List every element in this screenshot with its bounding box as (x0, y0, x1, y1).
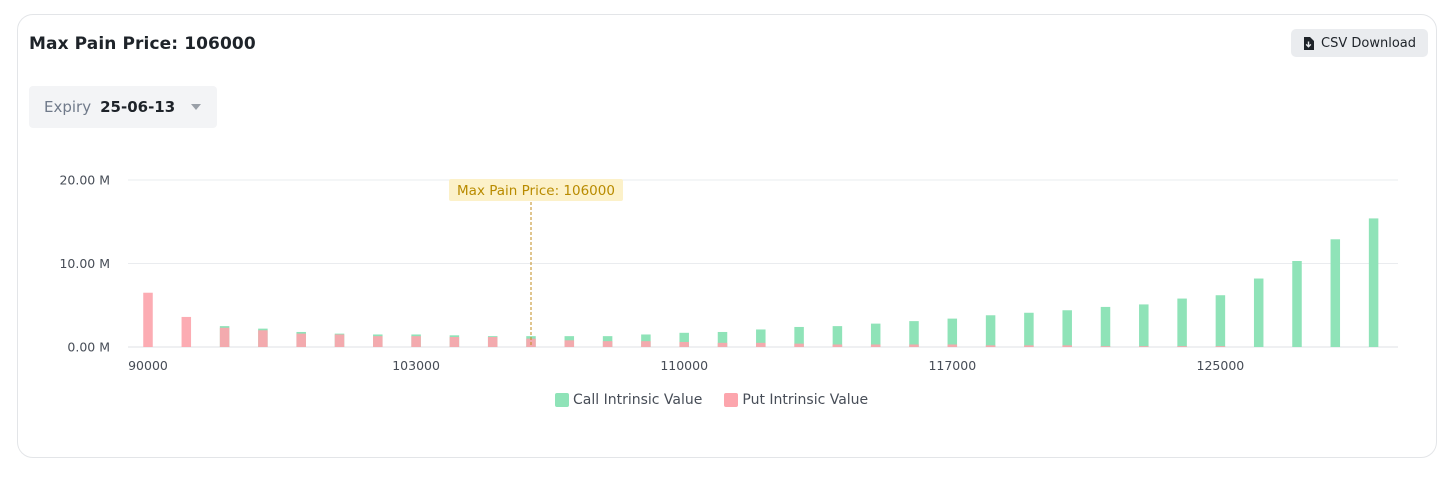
call-bar (1292, 260, 1302, 347)
put-bar (985, 345, 996, 347)
call-bar (1024, 312, 1034, 347)
put-bar (411, 336, 421, 347)
put-bar (794, 343, 804, 347)
put-bar (181, 316, 192, 347)
put-bar (219, 327, 230, 347)
y-tick-label: 10.00 M (59, 256, 110, 271)
call-bar (1177, 298, 1187, 347)
put-bar (373, 336, 383, 347)
put-bar (143, 292, 153, 347)
put-bar (1100, 346, 1111, 347)
put-bar (487, 336, 498, 347)
y-tick-label: 20.00 M (59, 173, 110, 188)
put-bar (564, 340, 575, 347)
legend-label-put: Put Intrinsic Value (742, 392, 869, 408)
call-bar (794, 326, 804, 347)
call-bar (1253, 278, 1264, 347)
put-bar (602, 341, 613, 347)
call-bar (947, 318, 958, 347)
call-bar (1330, 239, 1341, 347)
max-pain-marker-label: Max Pain Price: 106000 (457, 183, 615, 199)
put-bar (756, 342, 766, 347)
put-bar (1024, 345, 1034, 347)
y-tick-label: 0.00 M (67, 340, 110, 355)
x-tick-label: 90000 (128, 358, 168, 373)
x-tick-label: 125000 (1197, 358, 1245, 373)
put-bar (1062, 345, 1072, 347)
call-bar (756, 329, 766, 347)
put-bar (1215, 346, 1226, 347)
call-bar (1100, 306, 1111, 347)
put-bar (679, 341, 689, 347)
call-bar (1215, 295, 1226, 347)
put-bar (870, 344, 881, 347)
put-bar (334, 334, 345, 347)
put-bar (449, 336, 460, 347)
call-bar (717, 331, 728, 347)
chart-card (17, 14, 1437, 458)
call-bar (1368, 218, 1379, 347)
put-bar (717, 342, 728, 347)
call-bar (679, 332, 689, 347)
caret-down-icon (191, 104, 202, 110)
legend-label-call: Call Intrinsic Value (573, 392, 703, 408)
x-tick-label: 103000 (392, 358, 440, 373)
max-pain-marker-box (449, 179, 623, 201)
put-bar (832, 344, 843, 347)
download-file-icon (1303, 36, 1315, 50)
put-bar (1139, 346, 1149, 347)
csv-download-button[interactable]: CSV Download (1291, 29, 1428, 57)
call-bar (870, 323, 881, 347)
x-tick-label: 110000 (660, 358, 708, 373)
expiry-label: Expiry (44, 98, 92, 116)
legend-swatch-call (555, 393, 569, 407)
put-bar (909, 344, 919, 347)
put-bar (1177, 346, 1187, 347)
put-bar (641, 341, 651, 347)
page-title: Max Pain Price: 106000 (29, 34, 256, 54)
expiry-select[interactable]: Expiry 25-06-13 (29, 86, 217, 128)
call-bar (832, 326, 843, 347)
legend-item-call[interactable]: Call Intrinsic Value (555, 392, 702, 408)
expiry-value: 25-06-13 (100, 98, 176, 116)
legend-item-put[interactable]: Put Intrinsic Value (724, 392, 868, 408)
call-bar (641, 334, 651, 347)
call-bar (1062, 310, 1072, 347)
chart-legend: Call Intrinsic Value Put Intrinsic Value (555, 392, 890, 408)
put-bar (947, 344, 958, 347)
put-bar (296, 333, 306, 347)
call-bar (909, 321, 919, 347)
call-bar (1139, 304, 1149, 347)
call-bar (985, 315, 996, 347)
csv-download-label: CSV Download (1321, 35, 1416, 51)
legend-swatch-put (724, 393, 739, 407)
put-bar (258, 330, 268, 347)
x-tick-label: 117000 (928, 358, 976, 373)
